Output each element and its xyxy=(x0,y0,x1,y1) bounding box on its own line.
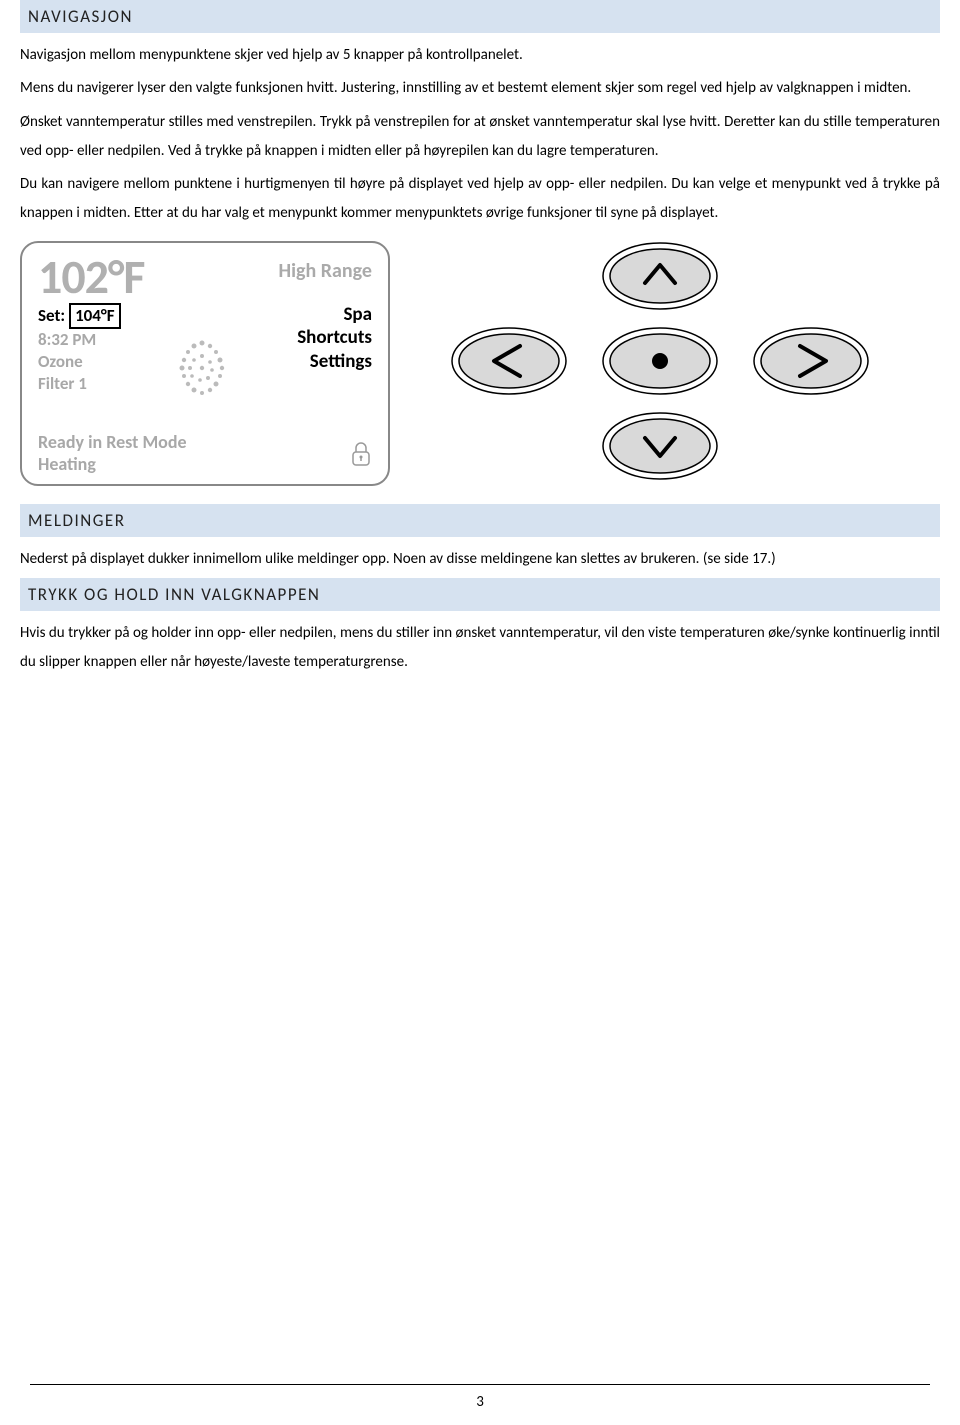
lcd-current-temp: 102°F xyxy=(38,253,144,301)
lcd-menu-settings: Settings xyxy=(297,350,372,374)
body-paragraph: Nederst på displayet dukker innimellom u… xyxy=(20,545,940,574)
footer-rule xyxy=(30,1384,930,1385)
body-paragraph: Mens du navigerer lyser den valgte funks… xyxy=(20,74,940,103)
lcd-set-row: Set: 104°F xyxy=(38,303,121,329)
lcd-status-ready: Ready in Rest Mode xyxy=(38,432,187,454)
lock-icon xyxy=(350,441,372,472)
swirl-icon xyxy=(162,328,242,408)
section-header-navigasjon: NAVIGASJON xyxy=(20,0,940,33)
lcd-menu-spa: Spa xyxy=(297,303,372,327)
lcd-set-value: 104°F xyxy=(69,303,120,329)
navigation-pad xyxy=(450,241,870,481)
lcd-set-label: Set: xyxy=(38,305,65,327)
body-paragraph: Du kan navigere mellom punktene i hurtig… xyxy=(20,170,940,229)
lcd-high-range: High Range xyxy=(279,259,372,283)
right-button[interactable] xyxy=(752,326,870,396)
lcd-filter: Filter 1 xyxy=(38,373,121,395)
left-button[interactable] xyxy=(450,326,568,396)
lcd-ozone: Ozone xyxy=(38,351,121,373)
down-button[interactable] xyxy=(601,411,719,481)
select-button[interactable] xyxy=(601,326,719,396)
lcd-display: 102°F High Range Set: 104°F 8:32 PM Ozon… xyxy=(20,241,390,486)
body-paragraph: Navigasjon mellom menypunktene skjer ved… xyxy=(20,41,940,70)
lcd-menu-shortcuts: Shortcuts xyxy=(297,326,372,350)
section-header-meldinger: MELDINGER xyxy=(20,504,940,537)
body-paragraph: Hvis du trykker på og holder inn opp- el… xyxy=(20,619,940,678)
body-paragraph: Ønsket vanntemperatur stilles med venstr… xyxy=(20,108,940,167)
lcd-status-heating: Heating xyxy=(38,454,187,476)
figure-row: 102°F High Range Set: 104°F 8:32 PM Ozon… xyxy=(20,241,940,486)
up-button[interactable] xyxy=(601,241,719,311)
section-header-trykk: TRYKK OG HOLD INN VALGKNAPPEN xyxy=(20,578,940,611)
lcd-time: 8:32 PM xyxy=(38,329,121,351)
page-number: 3 xyxy=(0,1393,960,1411)
